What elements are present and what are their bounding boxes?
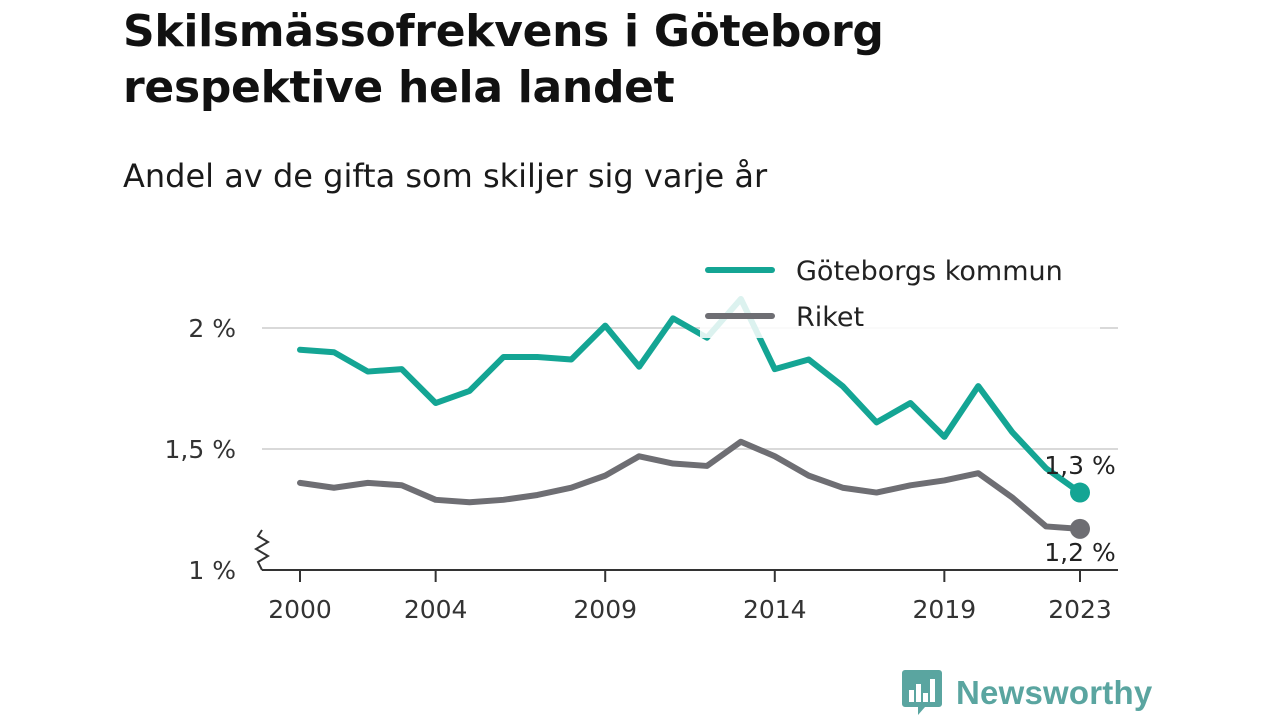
end-point bbox=[1070, 482, 1090, 503]
legend-label: Riket bbox=[796, 302, 864, 333]
line-chart: 1 % 1,5 % 2 % 2000 2004 2009 2014 2019 2023 Göteb… bbox=[165, 256, 1118, 624]
end-value-label: 1,3 % bbox=[1044, 451, 1115, 480]
chart-title: Skilsmässofrekvens i Göteborg respektive… bbox=[123, 6, 884, 113]
x-tick-label: 2000 bbox=[268, 595, 332, 624]
x-tick-label: 2014 bbox=[743, 595, 807, 624]
x-tick-label: 2009 bbox=[573, 595, 637, 624]
newsworthy-logo-icon bbox=[902, 670, 942, 715]
series-line-riket bbox=[297, 438, 1083, 532]
axis-break-icon bbox=[254, 529, 270, 571]
end-point bbox=[1070, 518, 1090, 539]
y-tick-label: 2 % bbox=[188, 314, 236, 343]
y-tick-label: 1 % bbox=[188, 556, 236, 585]
end-value-label: 1,2 % bbox=[1044, 538, 1115, 567]
x-tick-label: 2004 bbox=[404, 595, 468, 624]
x-tick-label: 2023 bbox=[1048, 595, 1112, 624]
legend-label: Göteborgs kommun bbox=[796, 256, 1063, 287]
chart-subtitle: Andel av de gifta som skiljer sig varje … bbox=[123, 157, 768, 195]
series-line-goteborg bbox=[297, 295, 1083, 496]
x-tick-label: 2019 bbox=[913, 595, 977, 624]
brand-logo: Newsworthy bbox=[902, 668, 1152, 718]
brand-name: Newsworthy bbox=[956, 674, 1153, 711]
y-tick-label: 1,5 % bbox=[165, 435, 236, 464]
